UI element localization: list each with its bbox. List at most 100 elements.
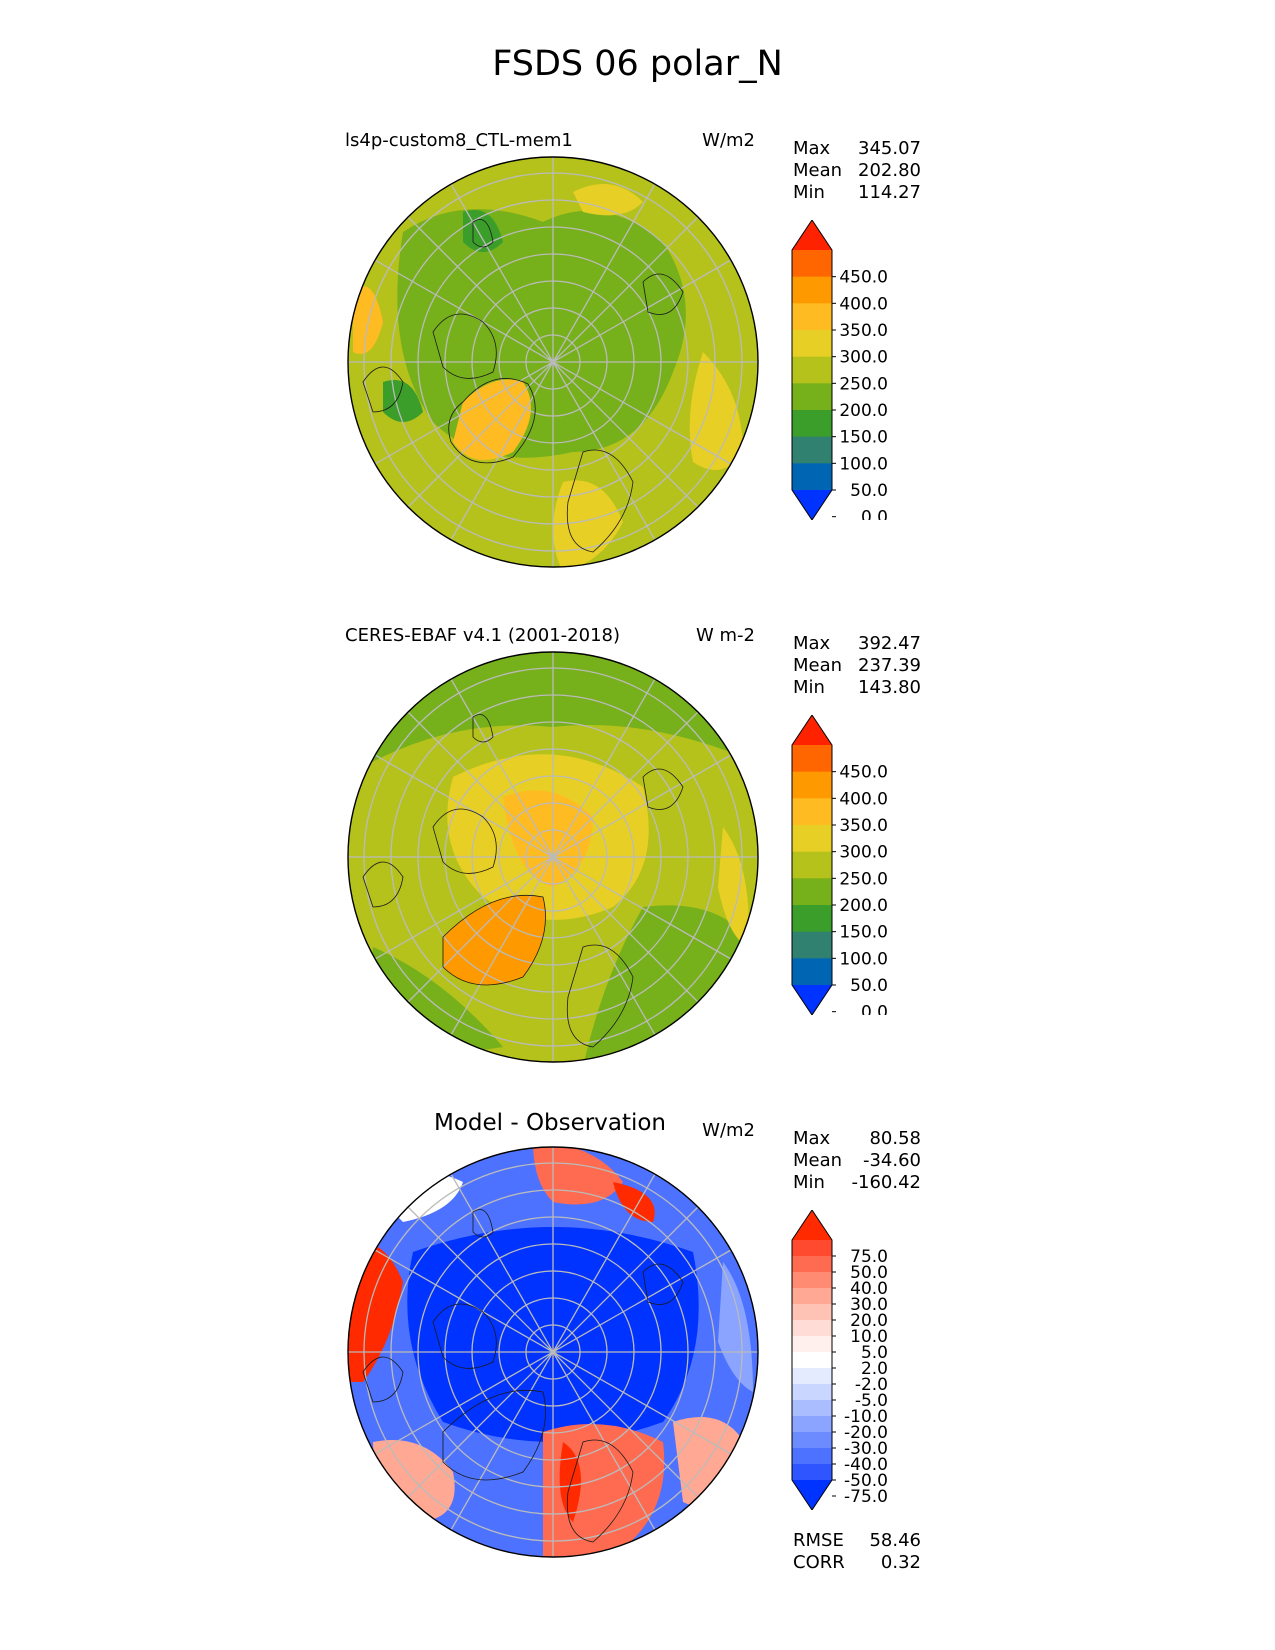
map-border (347, 1146, 759, 1558)
colorbar-tick-label: 200.0 (839, 401, 888, 421)
colorbar-model: 450.0 400.0 350.0 300.0 250.0 200.0 150.0 100.0… (791, 220, 888, 520)
colorbar-swatch (792, 958, 832, 986)
colorbar-tick-label: 10.0 (850, 1327, 888, 1347)
colorbar-swatch (792, 330, 832, 358)
map-greenland-region (453, 379, 531, 460)
colorbar-extend-bottom (792, 490, 832, 520)
colorbar-swatch (792, 1416, 832, 1433)
stat-min-value: 114.27 (858, 182, 921, 203)
figure-title: FSDS 06 polar_N (492, 44, 783, 84)
colorbar-tick-label: 300.0 (839, 843, 888, 863)
stat-min-label: Min (793, 182, 825, 203)
coastlines (362, 714, 684, 1048)
map-pos-region (533, 1147, 623, 1205)
colorbar-swatch (792, 1432, 832, 1449)
colorbar-extend-top (792, 1210, 832, 1240)
panel-obs-title: CERES-EBAF v4.1 (2001-2018) (345, 625, 621, 646)
colorbar-swatch (792, 1448, 832, 1465)
colorbar-swatch (792, 1320, 832, 1337)
panel-model: ls4p-custom8_CTL-mem1 W/m2 Max 345.07 Mea… (0, 130, 1275, 610)
stat-min-label: Min (793, 677, 825, 698)
panel-obs-stats: Max 392.47 Mean 237.39 Min 143.80 (793, 633, 921, 699)
colorbar-labels: 450.0 400.0 350.0 300.0 250.0 200.0 150.0 100.0… (832, 268, 888, 520)
coastlines (362, 1209, 684, 1543)
rmse-label: RMSE (793, 1530, 844, 1551)
colorbar-tick-label: -5.0 (855, 1391, 888, 1411)
colorbar-swatch (792, 1352, 832, 1369)
panel-model-title: ls4p-custom8_CTL-mem1 (345, 130, 573, 151)
colorbar-tick-label: 150.0 (839, 428, 888, 448)
colorbar-tick-label: 200.0 (839, 896, 888, 916)
colorbar-swatch (792, 1256, 832, 1273)
colorbar-extend-bottom (792, 1480, 832, 1510)
stat-mean-label: Mean (793, 1150, 843, 1171)
colorbar-tick-label: 450.0 (839, 268, 888, 288)
colorbar-tick-label: -50.0 (844, 1471, 888, 1491)
colorbar-swatch (792, 1384, 832, 1401)
colorbar-tick-label: 0.0 (861, 508, 888, 520)
colorbar-tick-label: 150.0 (839, 923, 888, 943)
colorbar-swatch (792, 303, 832, 331)
colorbar-swatches (791, 715, 833, 1015)
colorbar-tick-label: 350.0 (839, 816, 888, 836)
stat-max-value: 80.58 (869, 1128, 921, 1149)
stat-min-value: 143.80 (858, 677, 921, 698)
map-pos-strong-2 (613, 1182, 655, 1222)
colorbar-labels: 75.050.040.030.020.010.05.02.0-2.0-5.0-1… (832, 1247, 888, 1507)
stat-max-value: 345.07 (858, 138, 921, 159)
colorbar-swatch (792, 745, 832, 773)
colorbar-extend-top (792, 220, 832, 250)
colorbar-swatch (792, 1336, 832, 1353)
colorbar-swatch (792, 878, 832, 906)
colorbar-tick-label: 300.0 (839, 348, 888, 368)
colorbar-tick-label: 5.0 (861, 1343, 888, 1363)
polar-map-obs (347, 651, 759, 1063)
colorbar-swatch (792, 1288, 832, 1305)
colorbar-tick-label: 20.0 (850, 1311, 888, 1331)
colorbar-tick-label: -40.0 (844, 1455, 888, 1475)
colorbar-tick-label: 30.0 (850, 1295, 888, 1315)
graticule (348, 652, 758, 1062)
stat-mean-value: -34.60 (862, 1150, 921, 1171)
colorbar-tick-label: 40.0 (850, 1279, 888, 1299)
colorbar-obs: 450.0 400.0 350.0 300.0 250.0 200.0 150.0 100.0… (791, 715, 888, 1015)
map-border (347, 156, 759, 568)
colorbar-tick-label: 50.0 (850, 481, 888, 501)
panel-diff-title: Model - Observation (433, 1110, 667, 1136)
stat-mean-value: 237.39 (858, 655, 921, 676)
colorbar-tick-label: -75.0 (844, 1487, 888, 1507)
panel-diff: Model - Observation W/m2 Max 80.58 Mean -3… (0, 1110, 1275, 1600)
colorbar-swatch (792, 1272, 832, 1289)
colorbar-tick-label: 450.0 (839, 763, 888, 783)
panel-obs: CERES-EBAF v4.1 (2001-2018) W m-2 Max 392… (0, 625, 1275, 1105)
map-border (347, 651, 759, 1063)
colorbar-swatch (792, 356, 832, 384)
colorbar-swatch (792, 771, 832, 799)
colorbar-swatch (792, 1368, 832, 1385)
stat-max-value: 392.47 (858, 633, 921, 654)
map-pos-strong-3 (559, 1442, 581, 1522)
colorbar-labels: 450.0 400.0 350.0 300.0 250.0 200.0 150.0 100.0… (832, 763, 888, 1015)
colorbar-tick-label: 100.0 (839, 454, 888, 474)
graticule (348, 1147, 758, 1557)
panel-model-stats: Max 345.07 Mean 202.80 Min 114.27 (793, 138, 921, 204)
colorbar-tick-label: -20.0 (844, 1423, 888, 1443)
panel-obs-units: W m-2 (695, 625, 755, 646)
colorbar-tick-label: 75.0 (850, 1247, 888, 1267)
stat-max-label: Max (793, 633, 831, 654)
colorbar-tick-label: 50.0 (850, 976, 888, 996)
graticule (348, 157, 758, 567)
colorbar-swatch (792, 1240, 832, 1257)
coastlines (362, 219, 684, 553)
corr-value: 0.32 (880, 1552, 921, 1573)
rmse-value: 58.46 (869, 1530, 921, 1551)
map-hot-region (503, 790, 593, 887)
colorbar-swatch (792, 798, 832, 826)
colorbar-tick-label: 100.0 (839, 949, 888, 969)
panel-diff-stats: Max 80.58 Mean -34.60 Min -160.42 (793, 1128, 921, 1194)
colorbar-swatch (792, 905, 832, 933)
colorbar-swatch (792, 851, 832, 879)
colorbar-swatch (792, 250, 832, 278)
colorbar-tick-label: 400.0 (839, 789, 888, 809)
colorbar-swatches (791, 220, 833, 520)
